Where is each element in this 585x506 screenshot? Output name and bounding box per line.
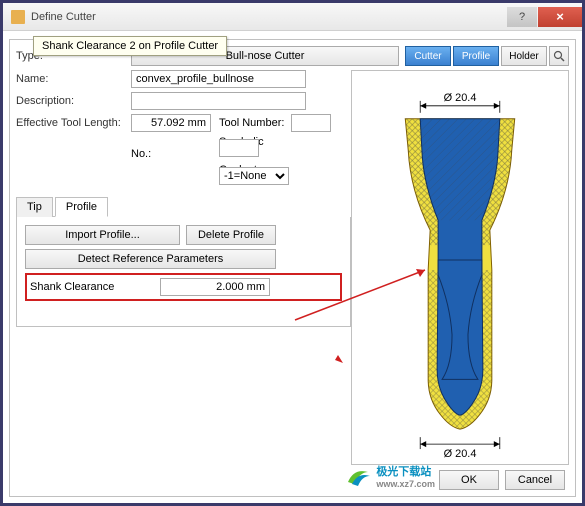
description-input[interactable] [131,92,306,110]
dim-bottom: Ø 20.4 [444,448,477,460]
app-icon [11,10,25,24]
name-label: Name: [16,73,131,85]
search-icon [553,50,565,62]
eff-length-input[interactable] [131,114,211,132]
delete-profile-button[interactable]: Delete Profile [186,225,276,245]
coolant-label: Coolant Code: [16,164,219,188]
toolnum-label: Tool Number: [211,117,291,129]
cancel-button[interactable]: Cancel [505,470,565,490]
watermark: 极光下载站 www.xz7.com [344,462,435,490]
import-profile-button[interactable]: Import Profile... [25,225,180,245]
holder-tab-button[interactable]: Holder [501,46,547,66]
tip-tab[interactable]: Tip [16,197,53,217]
help-button[interactable]: ? [507,7,537,27]
dim-top: Ø 20.4 [444,92,477,104]
shank-clearance-label: Shank Clearance [30,281,160,293]
watermark-icon [344,462,372,490]
ok-button[interactable]: OK [439,470,499,490]
symbolic-input[interactable] [219,139,259,157]
name-input[interactable] [131,70,306,88]
profile-tab[interactable]: Profile [55,197,108,217]
detect-params-button[interactable]: Detect Reference Parameters [25,249,276,269]
shank-clearance-input[interactable] [160,278,270,296]
window-title: Define Cutter [31,11,506,23]
tooltip: Shank Clearance 2 on Profile Cutter [33,36,227,56]
search-icon-button[interactable] [549,46,569,66]
cutter-diagram: Ø 20.4 [351,70,569,465]
cutter-tab-button[interactable]: Cutter [405,46,451,66]
titlebar: Define Cutter ? × [3,3,582,31]
eff-length-label: Effective Tool Length: [16,117,131,129]
close-button[interactable]: × [538,7,582,27]
profile-tab-button[interactable]: Profile [453,46,499,66]
coolant-select[interactable]: -1=None [219,167,289,185]
toolnum-input[interactable] [291,114,331,132]
description-label: Description: [16,95,131,107]
symbolic-label: Symbolic No.: [16,136,219,160]
